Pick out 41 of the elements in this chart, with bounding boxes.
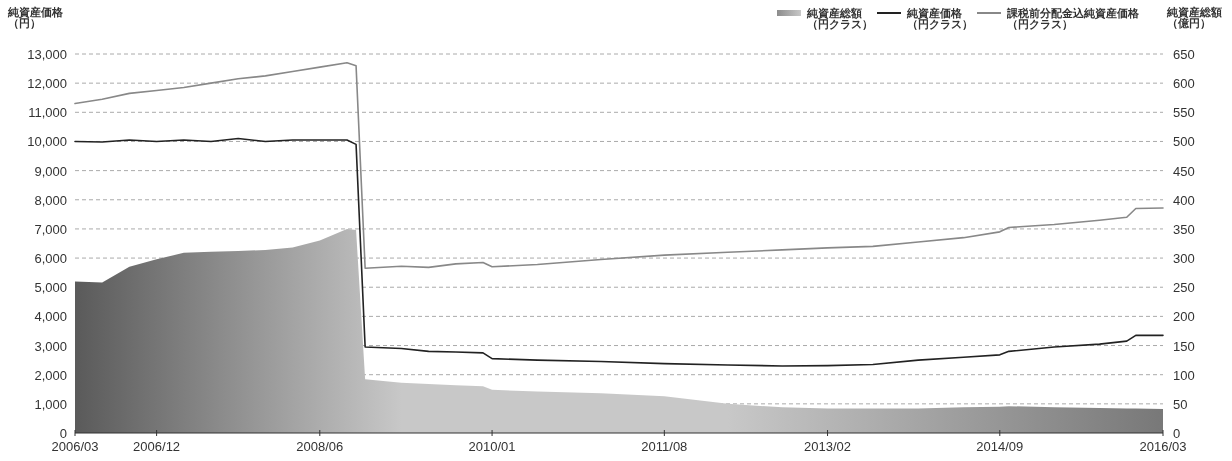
legend-label: 純資産総額（円クラス） <box>806 7 873 31</box>
y-tick-label: 11,000 <box>28 105 67 121</box>
y-tick-label: 6,000 <box>34 251 67 267</box>
x-tick-label: 2010/01 <box>468 439 516 454</box>
x-tick-label: 2016/03 <box>1139 439 1187 454</box>
y2-tick-label: 200 <box>1173 309 1195 325</box>
y2-tick-label: 0 <box>1173 426 1181 441</box>
y-tick-label: 9,000 <box>34 163 67 179</box>
ylabel: 純資産価格（円） <box>8 6 63 29</box>
y2-tick-label: 350 <box>1173 221 1195 237</box>
y2-tick-label: 250 <box>1173 280 1195 296</box>
y-tick-label: 7,000 <box>34 221 67 237</box>
x-tick-label: 2013/02 <box>804 439 852 454</box>
y-tick-label: 0 <box>59 426 67 441</box>
x-tick-label: 2006/03 <box>51 439 99 454</box>
y2-tick-label: 600 <box>1173 76 1195 92</box>
y2-tick-label: 400 <box>1173 192 1195 208</box>
x-tick-label: 2006/12 <box>133 439 181 454</box>
y-tick-label: 12,000 <box>27 76 67 92</box>
y2-tick-label: 500 <box>1173 134 1195 150</box>
y-tick-label: 4,000 <box>34 309 67 325</box>
x-tick-label: 2008/06 <box>296 439 344 454</box>
y-tick-label: 8,000 <box>34 192 67 208</box>
y-tick-label: 3,000 <box>34 338 67 354</box>
y2-tick-label: 50 <box>1173 396 1188 412</box>
legend-label: 課税前分配金込純資産価格（円クラス） <box>1006 7 1140 31</box>
y-tick-label: 13,000 <box>27 47 67 62</box>
y-tick-label: 5,000 <box>34 280 67 296</box>
y-tick-label: 10,000 <box>27 134 67 150</box>
y2-tick-label: 150 <box>1173 338 1195 354</box>
y2-tick-label: 300 <box>1173 251 1195 267</box>
y2-tick-label: 450 <box>1173 163 1195 179</box>
y2label: 純資産総額（億円） <box>1167 6 1222 29</box>
y-tick-label: 2,000 <box>34 367 67 383</box>
legend-label: 純資産価格（円クラス） <box>906 7 973 31</box>
y2-tick-label: 650 <box>1173 47 1195 62</box>
x-tick-label: 2014/09 <box>976 439 1024 454</box>
y2-tick-label: 100 <box>1173 367 1195 383</box>
x-tick-label: 2011/08 <box>641 439 688 454</box>
y-tick-label: 1,000 <box>34 396 67 412</box>
y2-tick-label: 550 <box>1173 105 1195 121</box>
